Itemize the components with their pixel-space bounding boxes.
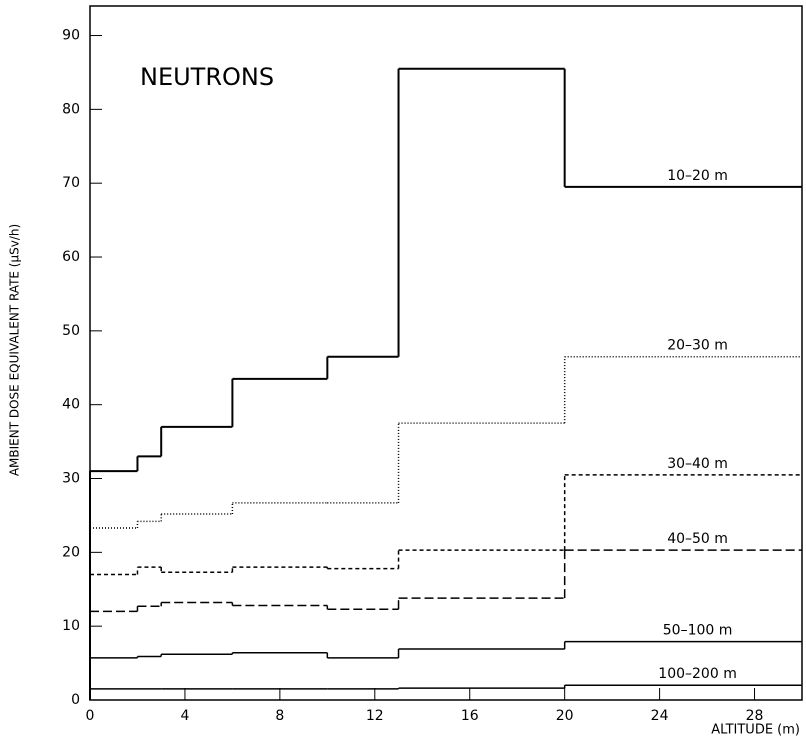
y-tick-label: 30 [62, 471, 80, 487]
x-tick-label: 4 [180, 708, 189, 724]
series-label: 30–40 m [667, 456, 728, 472]
y-axis-title: AMBIENT DOSE EQUIVALENT RATE (μSv/h) [8, 224, 22, 476]
y-tick-label: 20 [62, 544, 80, 560]
y-tick-label: 80 [62, 101, 80, 117]
x-tick-label: 16 [461, 708, 479, 724]
x-tick-label: 8 [275, 708, 284, 724]
x-tick-label: 0 [86, 708, 95, 724]
series-label: 100–200 m [658, 666, 737, 682]
y-tick-label: 90 [62, 28, 80, 44]
y-tick-label: 60 [62, 249, 80, 265]
x-tick-label: 24 [651, 708, 669, 724]
x-axis-title: ALTITUDE (m) [711, 723, 800, 738]
plot-frame [89, 5, 803, 701]
series-label: 40–50 m [667, 531, 728, 547]
series-label: 10–20 m [667, 168, 728, 184]
series-label: 20–30 m [667, 338, 728, 354]
y-tick-label: 50 [62, 323, 80, 339]
y-tick-label: 0 [71, 692, 80, 708]
y-tick-label: 70 [62, 175, 80, 191]
x-tick-label: 20 [556, 708, 574, 724]
series-label: 50–100 m [663, 623, 733, 639]
x-tick-label: 28 [746, 708, 764, 724]
y-tick-label: 10 [62, 618, 80, 634]
annotation: NEUTRONS [140, 63, 274, 91]
y-tick-label: 40 [62, 397, 80, 413]
x-tick-label: 12 [366, 708, 384, 724]
